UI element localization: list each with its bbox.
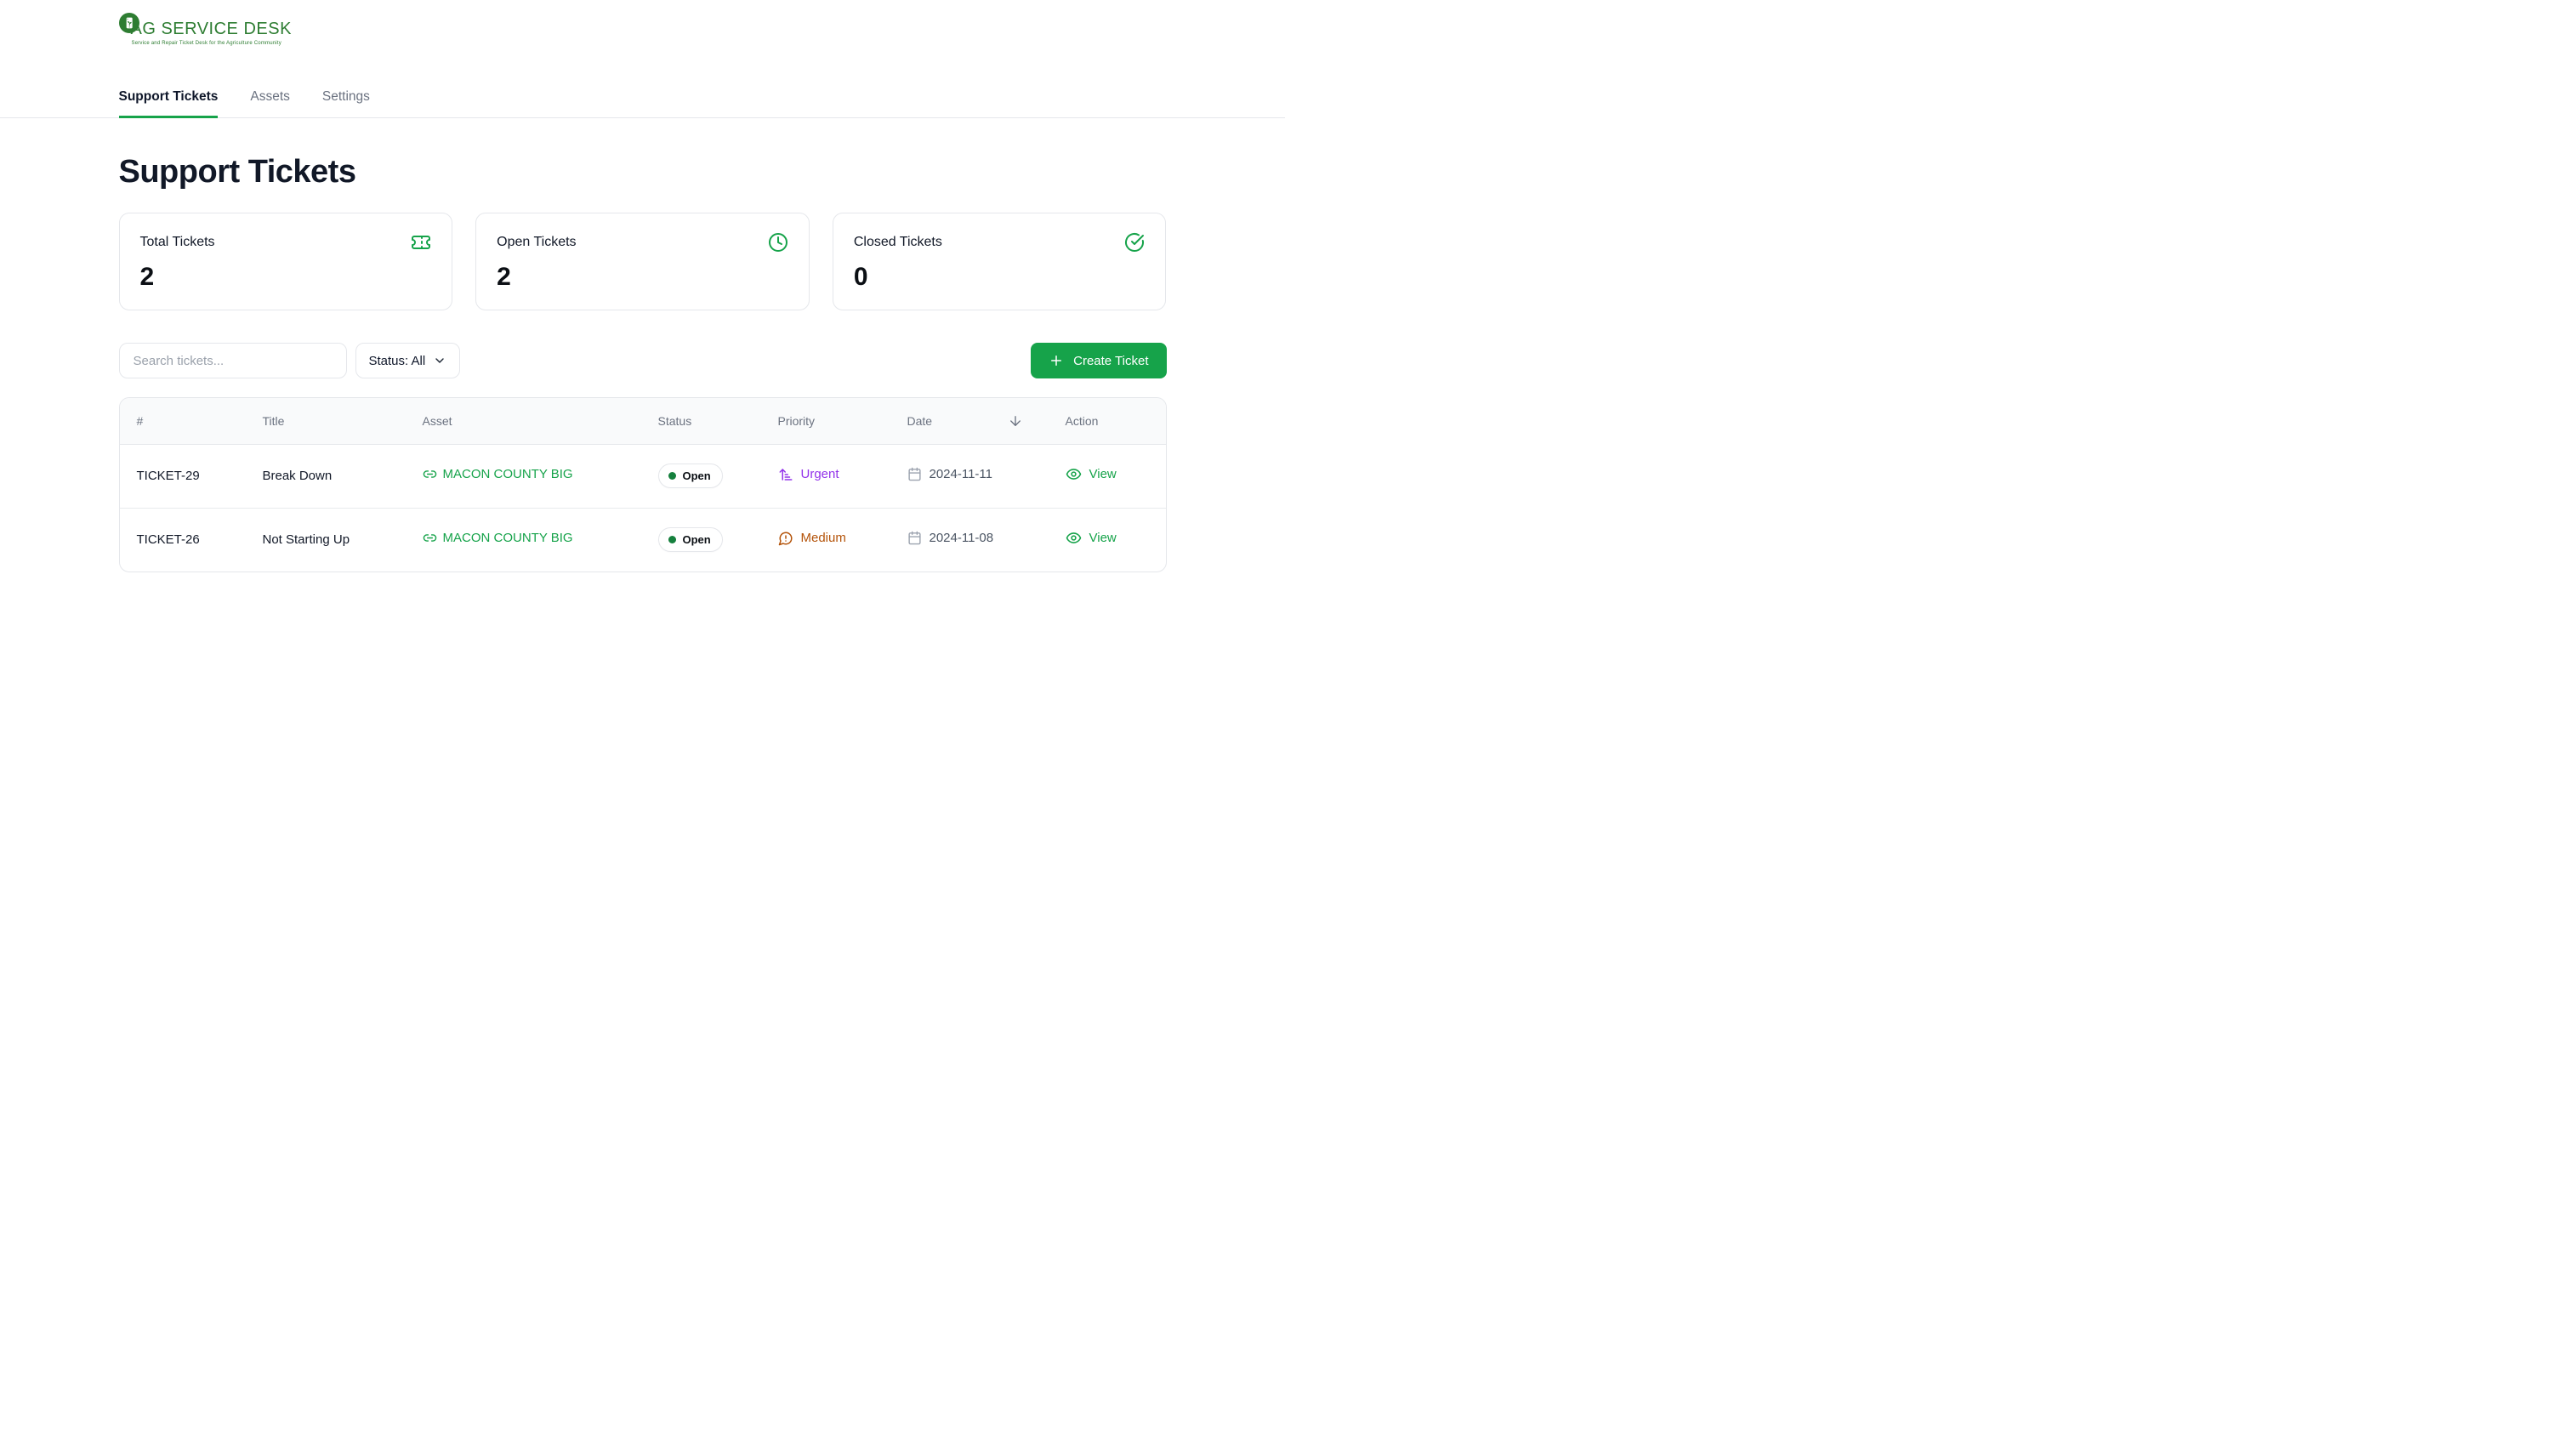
plus-icon <box>1049 353 1064 368</box>
view-ticket-link[interactable]: View <box>1066 466 1117 482</box>
tab-assets[interactable]: Assets <box>250 89 290 104</box>
tickets-table: # Title Asset Status Priority Date <box>119 398 1166 572</box>
status-badge: Open <box>657 464 723 488</box>
tab-support-tickets[interactable]: Support Tickets <box>118 89 219 118</box>
tickets-table-card: # Title Asset Status Priority Date <box>118 397 1167 572</box>
link-icon <box>423 531 437 545</box>
stat-label: Closed Tickets <box>853 235 942 249</box>
open-status-dot <box>668 472 676 480</box>
priority-label: Medium <box>800 531 846 546</box>
stat-value: 2 <box>139 263 155 291</box>
eye-icon <box>1066 530 1082 546</box>
priority-medium: Medium <box>778 531 846 546</box>
arrow-down-icon <box>1008 413 1023 429</box>
clock-icon <box>768 232 788 253</box>
sort-date-button[interactable] <box>1008 413 1023 429</box>
asset-link[interactable]: MACON COUNTY BIG <box>423 531 573 545</box>
check-circle-icon <box>1124 232 1145 253</box>
header-asset: Asset <box>422 413 452 428</box>
warning-bubble-icon <box>778 531 793 546</box>
eye-icon <box>1066 466 1082 482</box>
ticket-date-label: 2024-11-08 <box>929 531 994 546</box>
stats-grid: Total Tickets 2 Open Tickets <box>118 213 1167 310</box>
ticket-title: Not Starting Up <box>262 532 350 548</box>
header-id: # <box>136 413 144 428</box>
status-filter-label: Status: All <box>368 353 426 368</box>
calendar-icon <box>907 531 922 545</box>
view-link-label: View <box>1089 467 1117 481</box>
page-title: Support Tickets <box>118 154 356 190</box>
ticket-id: TICKET-29 <box>136 469 200 483</box>
view-link-label: View <box>1089 531 1117 546</box>
stat-label: Open Tickets <box>497 235 577 249</box>
brand-tagline: Service and Repair Ticket Desk for the A… <box>131 41 281 46</box>
link-icon <box>423 467 437 481</box>
status-filter-dropdown[interactable]: Status: All <box>355 343 461 378</box>
app-header: AG SERVICE DESK Service and Repair Ticke… <box>0 0 1285 118</box>
table-row: TICKET-29 Break Down MACON COUNTY BIG <box>120 444 1166 508</box>
table-header-row: # Title Asset Status Priority Date <box>119 398 1166 444</box>
header-action: Action <box>1065 413 1099 428</box>
open-status-dot <box>668 536 676 544</box>
header-date: Date <box>890 398 1049 444</box>
ticket-date: 2024-11-08 <box>907 531 994 546</box>
stat-card-open-tickets: Open Tickets 2 <box>475 213 810 310</box>
ticket-date-label: 2024-11-11 <box>929 467 993 481</box>
header-title: Title <box>262 413 285 428</box>
main-nav: Support Tickets Assets Settings <box>118 89 1167 118</box>
stat-value: 0 <box>853 263 868 291</box>
status-badge-label: Open <box>682 533 711 547</box>
search-input[interactable] <box>118 343 347 378</box>
asset-link[interactable]: MACON COUNTY BIG <box>423 467 573 481</box>
ticket-id: TICKET-26 <box>136 532 200 548</box>
phone-plant-icon <box>118 13 139 33</box>
priority-label: Urgent <box>800 467 839 481</box>
stat-label: Total Tickets <box>139 235 215 249</box>
header-date-label: Date <box>907 413 933 428</box>
arrow-up-narrow-wide-icon <box>778 467 793 482</box>
status-badge: Open <box>657 527 723 553</box>
ticket-date: 2024-11-11 <box>907 467 993 481</box>
header-priority: Priority <box>777 413 816 428</box>
tab-settings[interactable]: Settings <box>321 89 370 104</box>
ticket-title: Break Down <box>262 469 333 483</box>
header-status: Status <box>657 413 692 428</box>
main-content: Support Tickets Total Tickets 2 Open Tic… <box>118 154 1167 572</box>
brand-name: AG SERVICE DESK <box>130 20 292 38</box>
table-row: TICKET-26 Not Starting Up MACON COUNTY B… <box>119 508 1166 572</box>
create-ticket-label: Create Ticket <box>1073 353 1149 368</box>
chevron-down-icon <box>433 354 446 367</box>
create-ticket-button[interactable]: Create Ticket <box>1031 343 1167 378</box>
priority-urgent: Urgent <box>778 467 839 482</box>
toolbar: Status: All Create Ticket <box>118 343 1167 378</box>
stat-card-total-tickets: Total Tickets 2 <box>118 213 453 310</box>
status-badge-label: Open <box>682 469 711 482</box>
stat-card-closed-tickets: Closed Tickets 0 <box>832 213 1167 310</box>
asset-link-label: MACON COUNTY BIG <box>442 467 573 481</box>
view-ticket-link[interactable]: View <box>1066 530 1117 546</box>
calendar-icon <box>907 467 922 481</box>
asset-link-label: MACON COUNTY BIG <box>442 531 573 546</box>
brand-logo[interactable]: AG SERVICE DESK Service and Repair Ticke… <box>118 13 408 57</box>
stat-value: 2 <box>497 263 511 291</box>
ticket-icon <box>411 232 431 253</box>
